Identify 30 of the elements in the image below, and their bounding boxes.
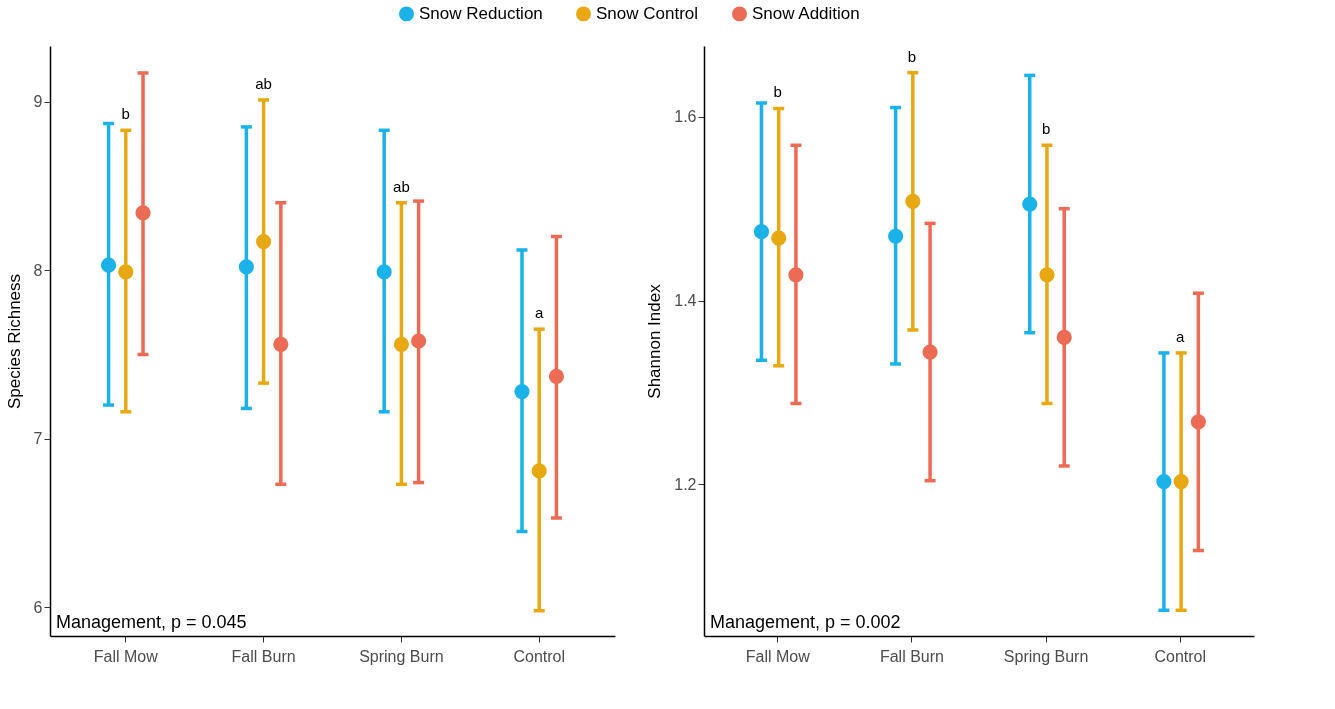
legend-label: Snow Control [596,3,699,23]
y-tick-label: 6 [33,598,43,616]
annotation: ab [255,74,272,92]
x-tick-label: Spring Burn [1003,647,1089,665]
x-tick-label: Fall Mow [745,647,811,665]
annotation: b [773,83,782,101]
annotation: b [1041,120,1051,138]
x-tick-label: Spring Burn [359,647,444,665]
annotation: a [535,304,545,322]
y-tick-label: 7 [33,430,43,448]
y-tick-label: 1.4 [674,292,697,310]
x-tick-label: Control [513,647,565,665]
y-tick-label: 1.2 [674,475,697,493]
y-tick-label: 1.6 [674,108,697,126]
x-tick-label: Control [1154,647,1207,665]
annotation: a [1176,327,1186,345]
annotation: ab [393,177,410,195]
annotation: b [121,105,130,123]
legend-label: Snow Addition [752,3,860,23]
x-tick-label: Fall Burn [231,647,296,665]
y-axis-title: Species Richness [4,273,24,410]
y-tick-label: 8 [33,261,43,279]
y-tick-label: 9 [33,93,43,111]
x-tick-label: Fall Mow [93,647,159,665]
x-tick-label: Fall Burn [879,647,944,665]
legend-label: Snow Reduction [419,3,543,23]
annotation: Management, p = 0.002 [710,612,901,632]
annotation: b [907,47,917,65]
annotation: Management, p = 0.045 [56,612,247,632]
y-axis-title: Shannon Index [645,283,665,399]
